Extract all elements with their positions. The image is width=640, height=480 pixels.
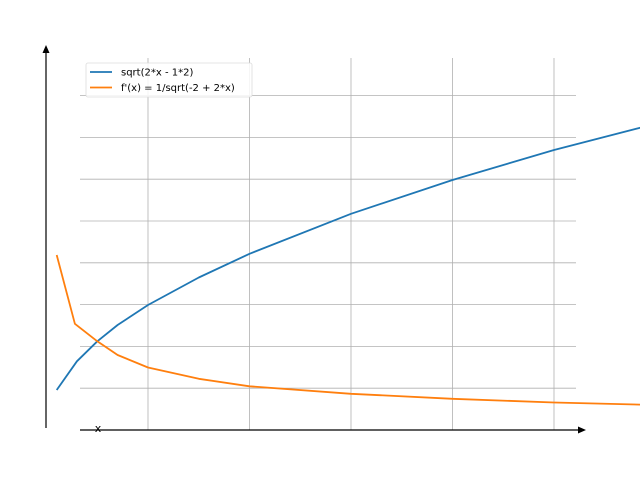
legend-label-2: f'(x) = 1/sqrt(-2 + 2*x) [121, 83, 235, 94]
y-axis-arrow [42, 45, 50, 53]
legend-box [85, 62, 253, 98]
series-line-2 [55, 254, 640, 406]
x-axis-label: x [95, 422, 102, 435]
legend: sqrt(2*x - 1*2) f'(x) = 1/sqrt(-2 + 2*x) [85, 62, 253, 98]
x-axis-arrow [578, 426, 586, 434]
axes [42, 45, 586, 434]
series-line-1 [55, 126, 640, 391]
series-layer [55, 126, 640, 406]
grid [80, 58, 576, 430]
legend-label-1: sqrt(2*x - 1*2) [121, 68, 193, 79]
